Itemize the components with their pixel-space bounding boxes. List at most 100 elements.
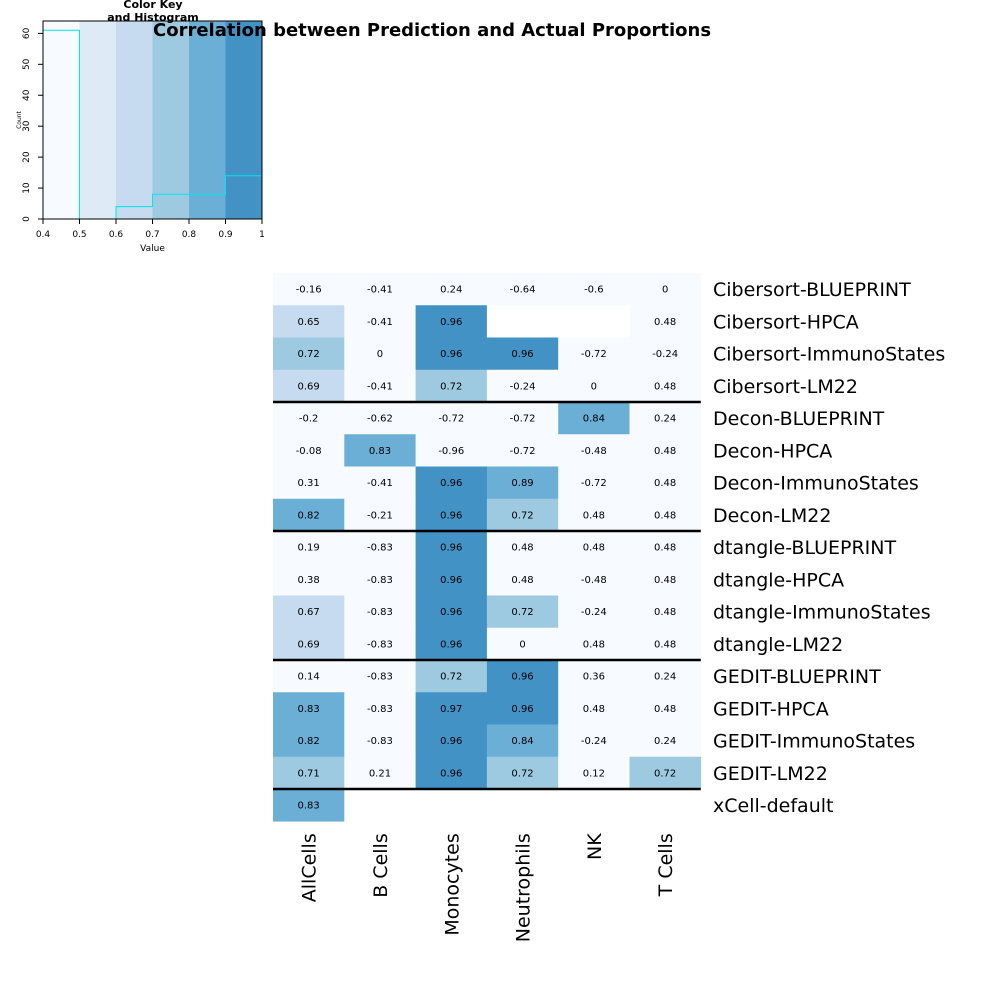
cell-value-label: -0.72 — [510, 414, 536, 425]
cell-value-label: 0.48 — [654, 446, 676, 457]
cell-value-label: 0.48 — [583, 704, 605, 715]
heatmap-cell — [486, 724, 559, 758]
heatmap-cell — [415, 724, 488, 758]
cell-value-label: -0.16 — [296, 285, 322, 296]
heatmap-cell — [558, 402, 630, 435]
cell-value-label: 0.14 — [298, 672, 320, 683]
row-label: xCell-default — [713, 795, 833, 817]
cell-value-label: 0.72 — [298, 349, 320, 360]
heatmap-cell — [415, 369, 488, 403]
cell-value-label: 0.89 — [511, 478, 533, 489]
row-label: dtangle-BLUEPRINT — [713, 537, 896, 559]
cell-value-label: 0.21 — [369, 768, 391, 779]
cell-value-label: -0.72 — [581, 349, 607, 360]
cell-value-label: 0.96 — [440, 639, 462, 650]
row-label: Decon-BLUEPRINT — [713, 408, 885, 430]
column-label: Neutrophils — [513, 833, 535, 942]
cell-value-label: -0.83 — [367, 543, 393, 554]
cell-value-label: 0.83 — [298, 801, 320, 812]
cell-value-label: 0.65 — [298, 317, 320, 328]
cell-value-label: 0.72 — [440, 381, 462, 392]
heatmap-cell — [273, 595, 345, 629]
color-key-y-tick-label: 50 — [22, 58, 32, 70]
cell-value-label: -0.2 — [299, 414, 319, 425]
row-labels: Cibersort-BLUEPRINT Cibersort-HPCA Ciberso… — [713, 279, 945, 817]
cell-value-label: 0.48 — [654, 704, 676, 715]
cell-value-label: -0.08 — [296, 446, 322, 457]
heatmap-cell — [558, 756, 630, 790]
heatmap-cell — [344, 434, 416, 467]
cell-value-label: -0.62 — [367, 414, 393, 425]
cell-value-label: 0.96 — [440, 575, 462, 586]
heatmap-cell — [629, 337, 702, 371]
cell-value-label: 0.48 — [654, 639, 676, 650]
color-key-band — [79, 21, 117, 219]
cell-value-label: 0.48 — [654, 510, 676, 521]
heatmap-cell — [558, 595, 630, 629]
heatmap-cell — [344, 337, 416, 371]
row-label: Cibersort-LM22 — [713, 376, 858, 398]
heatmap-cell — [486, 531, 559, 564]
color-key-title: and Histogram — [107, 11, 198, 24]
heatmap-cell — [273, 273, 345, 306]
heatmap-cell — [558, 273, 630, 306]
heatmap-cell — [486, 369, 559, 403]
heatmap-cell — [486, 337, 559, 371]
color-key-x-tick-label: 1 — [259, 230, 265, 240]
row-label: dtangle-LM22 — [713, 634, 843, 656]
row-label: Cibersort-ImmunoStates — [713, 344, 945, 366]
cell-value-label: 0.72 — [511, 768, 533, 779]
cell-value-label: 0 — [519, 639, 525, 650]
chart-title: Correlation between Prediction and Actua… — [153, 20, 711, 41]
cell-value-label: 0.82 — [298, 510, 320, 521]
cell-value-label: 0.24 — [440, 285, 462, 296]
column-label: AllCells — [299, 833, 321, 902]
heatmap-cell — [415, 273, 488, 306]
cell-value-label: 0.48 — [654, 381, 676, 392]
cell-value-label: 0.96 — [440, 349, 462, 360]
cell-value-label: 0.72 — [511, 510, 533, 521]
heatmap-cell — [273, 660, 345, 693]
heatmap-cell — [558, 563, 630, 596]
row-label: GEDIT-BLUEPRINT — [713, 666, 881, 688]
color-key-x-tick-label: 0.8 — [182, 230, 197, 240]
heatmap-cell — [344, 789, 416, 822]
heatmap-cell — [558, 627, 630, 661]
heatmap-cell — [486, 402, 559, 435]
heatmap-cell — [415, 789, 488, 822]
color-key-band — [189, 21, 226, 219]
heatmap-cell — [273, 369, 345, 403]
row-label: GEDIT-HPCA — [713, 698, 829, 720]
cell-value-label: -0.48 — [581, 575, 607, 586]
color-key-x-tick-label: 0.5 — [72, 230, 86, 240]
heatmap-cell — [558, 660, 630, 693]
cell-value-label: -0.83 — [367, 672, 393, 683]
heatmap-cell — [558, 789, 630, 822]
heatmap-cell — [273, 531, 345, 564]
heatmap-cell — [629, 466, 702, 500]
heatmap-cell — [273, 627, 345, 661]
cell-value-label: -0.6 — [584, 285, 604, 296]
heatmap-cell — [344, 595, 416, 629]
cell-value-label: -0.83 — [367, 575, 393, 586]
heatmap-cell — [415, 563, 488, 596]
cell-value-label: 0.96 — [511, 704, 533, 715]
color-key-y-tick-label: 20 — [22, 151, 32, 163]
row-label: Decon-HPCA — [713, 440, 832, 462]
cell-value-label: 0.36 — [583, 672, 605, 683]
heatmap-cell — [344, 563, 416, 596]
heatmap-cell — [415, 660, 488, 693]
heatmap-cell — [486, 595, 559, 629]
heatmap-cell — [415, 434, 488, 467]
heatmap-cell — [629, 563, 702, 596]
cell-value-label: 0.48 — [511, 575, 533, 586]
group-separators — [273, 400, 701, 791]
heatmap-cell — [344, 305, 416, 338]
color-key-x-tick-label: 0.9 — [218, 230, 233, 240]
row-label: Cibersort-HPCA — [713, 311, 859, 333]
heatmap-cell — [344, 402, 416, 435]
cell-value-label: -0.41 — [367, 317, 393, 328]
heatmap-cell — [629, 273, 702, 306]
cell-value-label: 0.83 — [369, 446, 391, 457]
color-key-y-tick-label: 40 — [22, 89, 32, 101]
